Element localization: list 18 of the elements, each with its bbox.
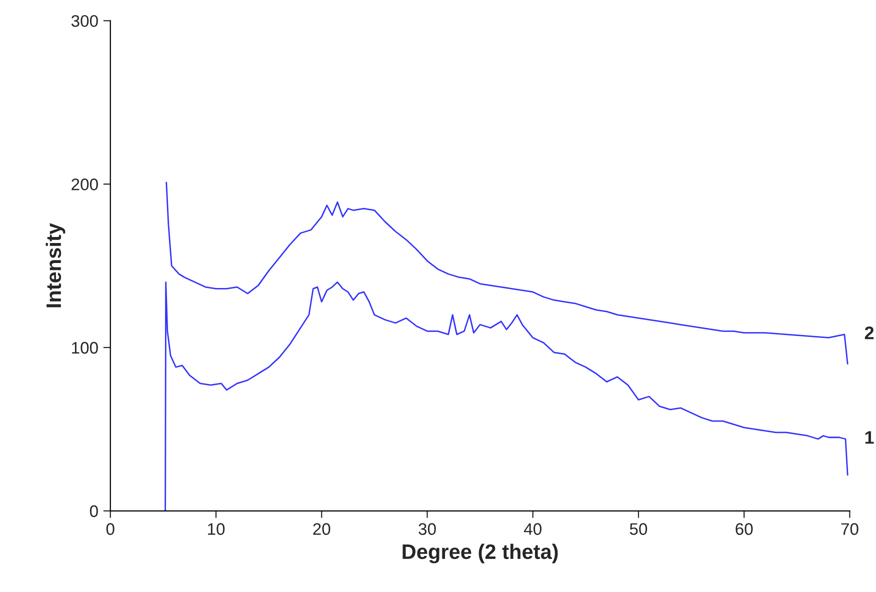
x-tick-label: 10 [208,523,225,535]
line-series [166,182,848,365]
y-tick-label: 300 [71,15,98,27]
y-tick-label: 0 [90,505,98,518]
x-tick-label: 60 [736,523,753,535]
x-tick-label: 50 [630,523,648,535]
x-tick-label: 0 [106,523,114,535]
y-axis-title: Intensity [46,223,66,308]
y-tick-label: 100 [72,342,98,354]
x-tick-label: 70 [841,523,858,535]
series-label: 1 [865,431,874,444]
x-tick-label: 20 [313,523,330,535]
x-axis-title: Degree (2 theta) [402,544,558,564]
line-series [164,281,848,511]
y-tick-label: 200 [72,178,98,190]
series-label: 2 [864,326,874,340]
x-tick-label: 30 [418,523,436,535]
x-tick-label: 40 [524,523,542,535]
